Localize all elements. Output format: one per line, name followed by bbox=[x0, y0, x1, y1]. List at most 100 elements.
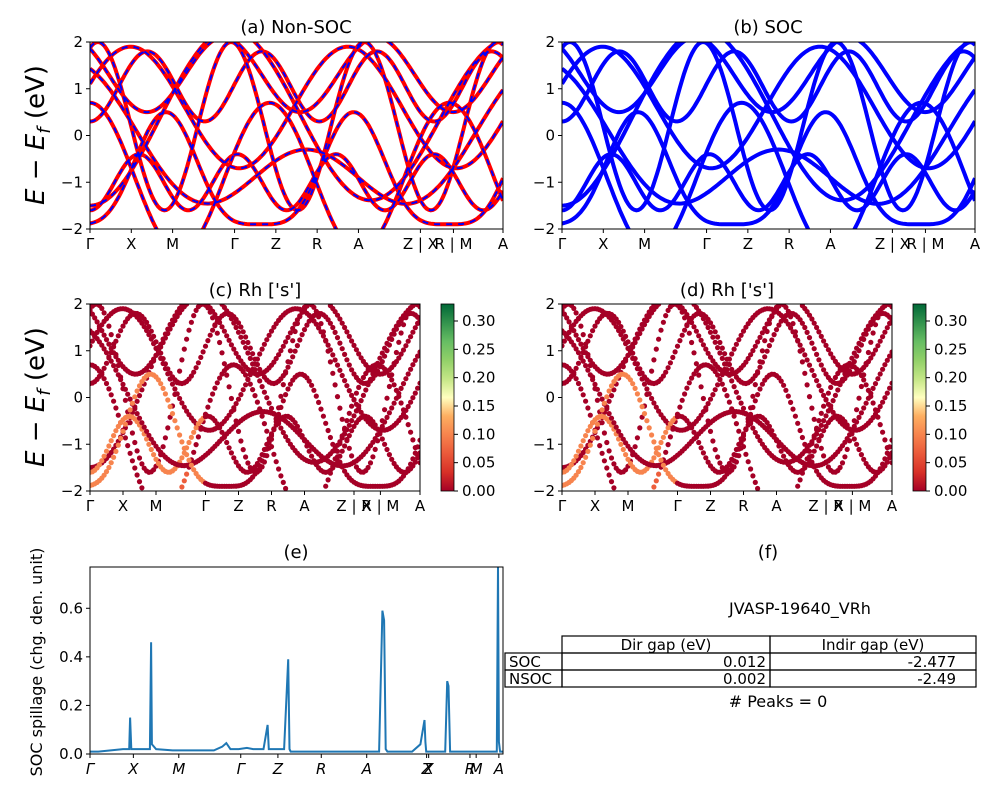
scatter-point bbox=[386, 410, 392, 416]
scatter-point bbox=[877, 338, 883, 344]
scatter-point bbox=[583, 398, 589, 404]
scatter-point bbox=[792, 333, 799, 339]
y-tick-label: 0 bbox=[545, 127, 555, 145]
scatter-point bbox=[646, 425, 652, 431]
scatter-point bbox=[639, 404, 645, 410]
scatter-point bbox=[717, 376, 723, 382]
panel-c-title: (c) Rh ['s'] bbox=[209, 280, 302, 301]
scatter-point bbox=[587, 372, 593, 378]
scatter-point bbox=[360, 392, 366, 398]
scatter-point bbox=[828, 405, 834, 411]
scatter-point bbox=[283, 369, 289, 375]
scatter-point bbox=[339, 448, 345, 454]
scatter-point bbox=[346, 333, 352, 339]
scatter-point bbox=[592, 381, 598, 387]
scatter-point bbox=[358, 398, 364, 404]
scatter-point bbox=[733, 341, 740, 347]
scatter-point bbox=[707, 396, 714, 402]
scatter-point bbox=[689, 425, 695, 431]
scatter-point bbox=[799, 434, 806, 441]
scatter-point bbox=[129, 458, 135, 464]
scatter-point bbox=[887, 444, 892, 450]
scatter-point bbox=[146, 441, 152, 447]
y-tick-label: −1 bbox=[61, 435, 83, 453]
scatter-point bbox=[884, 325, 890, 331]
scatter-point bbox=[238, 324, 244, 330]
scatter-point bbox=[748, 466, 754, 472]
x-tick-label: A bbox=[887, 497, 898, 515]
scatter-point bbox=[844, 446, 850, 452]
scatter-point bbox=[367, 460, 374, 466]
scatter-point bbox=[870, 351, 876, 357]
scatter-point bbox=[804, 357, 810, 363]
scatter-point bbox=[101, 365, 107, 371]
scatter-point bbox=[573, 310, 579, 316]
scatter-point bbox=[372, 446, 378, 452]
scatter-point bbox=[682, 327, 688, 333]
scatter-point bbox=[186, 457, 192, 463]
table-header: Indir gap (eV) bbox=[822, 636, 925, 654]
scatter-point bbox=[587, 423, 593, 429]
scatter-point bbox=[604, 406, 610, 412]
scatter-point bbox=[332, 329, 338, 335]
scatter-point bbox=[398, 330, 404, 336]
scatter-point bbox=[868, 390, 874, 396]
panel-c: (c) Rh ['s'] −2 −1 0 1 2 Γ X M Γ Z R A Z | XR | M A 0… bbox=[21, 280, 495, 515]
colorbar-tick-label: 0.15 bbox=[462, 397, 495, 415]
scatter-point bbox=[858, 410, 865, 416]
x-tick-label: R | M bbox=[361, 497, 399, 515]
scatter-point bbox=[285, 334, 291, 340]
scatter-point bbox=[733, 421, 740, 427]
scatter-point bbox=[684, 312, 690, 318]
scatter-point bbox=[729, 351, 735, 357]
scatter-point bbox=[379, 359, 385, 365]
scatter-point bbox=[854, 353, 860, 359]
gap-table: Dir gap (eV) Indir gap (eV) SOC 0.012 -2.477… bbox=[504, 635, 977, 688]
scatter-point bbox=[221, 328, 227, 334]
scatter-point bbox=[722, 351, 728, 357]
scatter-point bbox=[351, 342, 357, 348]
scatter-point bbox=[217, 375, 223, 381]
scatter-point bbox=[571, 328, 577, 334]
scatter-point bbox=[748, 411, 754, 417]
scatter-point bbox=[120, 323, 126, 329]
scatter-point bbox=[195, 360, 201, 366]
scatter-point bbox=[722, 387, 728, 393]
scatter-point bbox=[639, 326, 645, 332]
scatter-point bbox=[108, 332, 114, 338]
scatter-point bbox=[327, 434, 333, 441]
scatter-point bbox=[235, 428, 242, 434]
scatter-point bbox=[261, 341, 267, 347]
scatter-point bbox=[134, 472, 140, 478]
scatter-point bbox=[285, 364, 291, 370]
scatter-point bbox=[769, 337, 775, 343]
band-line bbox=[562, 67, 975, 206]
scatter-point bbox=[566, 319, 572, 325]
scatter-point bbox=[818, 445, 824, 451]
scatter-point bbox=[193, 442, 199, 448]
scatter-point bbox=[344, 438, 350, 444]
scatter-point bbox=[592, 428, 598, 434]
scatter-point bbox=[212, 323, 218, 329]
scatter-point bbox=[816, 438, 822, 444]
scatter-point bbox=[573, 346, 579, 352]
scatter-point bbox=[257, 378, 263, 384]
scatter-point bbox=[644, 418, 650, 424]
scatter-point bbox=[816, 329, 822, 335]
scatter-point bbox=[729, 463, 735, 469]
scatter-point bbox=[306, 378, 312, 384]
scatter-point bbox=[283, 339, 289, 345]
scatter-point bbox=[115, 412, 121, 418]
scatter-point bbox=[115, 442, 121, 448]
scatter-point bbox=[393, 395, 399, 401]
scatter-point bbox=[125, 414, 131, 420]
scatter-point bbox=[585, 367, 591, 373]
scatter-point bbox=[349, 418, 355, 424]
scatter-point bbox=[656, 336, 662, 342]
scatter-point bbox=[346, 422, 352, 428]
scatter-point bbox=[575, 360, 582, 366]
scatter-point bbox=[96, 462, 102, 468]
scatter-point bbox=[880, 429, 886, 435]
scatter-point bbox=[644, 391, 650, 397]
scatter-point bbox=[259, 413, 265, 419]
